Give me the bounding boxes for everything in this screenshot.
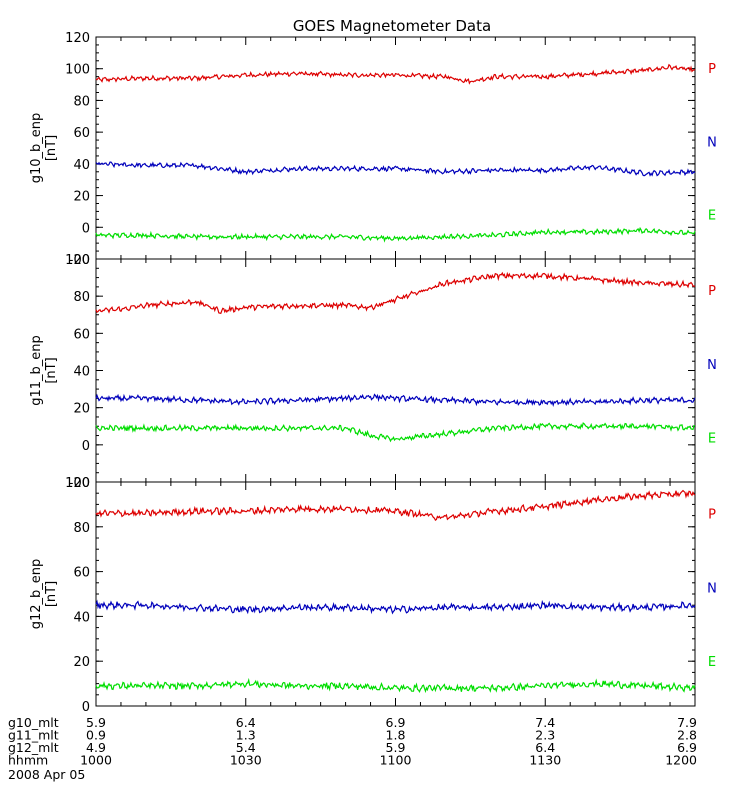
- y-tick-label: 100: [65, 63, 90, 78]
- series-E-line: [95, 422, 696, 443]
- y-tick-label: 80: [73, 94, 90, 109]
- y-tick-label: 20: [73, 655, 90, 670]
- x-row-value: 6.9: [386, 715, 406, 730]
- x-row-value: 1030: [230, 753, 262, 768]
- y-tick-label: -20: [69, 253, 90, 268]
- legend-P: P: [708, 507, 716, 522]
- legend-N: N: [707, 581, 717, 596]
- series-E-line: [95, 226, 696, 243]
- x-row-value: 5.9: [86, 715, 106, 730]
- x-row-value: 1.3: [236, 728, 256, 743]
- y-tick-label: 100: [65, 476, 90, 491]
- x-row-label-g11_mlt: g11_mlt: [8, 728, 59, 743]
- x-row-value: 0.9: [86, 728, 106, 743]
- x-row-value: 4.9: [86, 740, 106, 755]
- x-row-value: 1200: [665, 753, 697, 768]
- y-axis-label: g11_b_enp: [29, 335, 44, 406]
- series-N-line: [95, 599, 696, 615]
- x-row-value: 6.4: [236, 715, 256, 730]
- y-axis-unit: [nT]: [44, 357, 59, 383]
- y-tick-label: 40: [73, 158, 90, 173]
- x-row-value: 2.3: [535, 728, 555, 743]
- x-row-value: 6.4: [535, 740, 555, 755]
- series-P-line: [95, 489, 696, 521]
- y-tick-label: 40: [73, 610, 90, 625]
- panel-g12_b_enp: 0 20 40 60 80 100 g12_b_enp [nT] P N E: [29, 476, 717, 715]
- series-E-line: [95, 677, 696, 694]
- y-tick-label: 20: [73, 402, 90, 417]
- x-row-value: 1130: [529, 753, 561, 768]
- legend-N: N: [707, 135, 717, 150]
- x-row-value: 7.4: [535, 715, 555, 730]
- legend-E: E: [708, 655, 716, 670]
- y-axis-unit: [nT]: [44, 581, 59, 607]
- series-N-line: [95, 161, 696, 177]
- x-row-label-g12_mlt: g12_mlt: [8, 740, 59, 755]
- y-tick-label: 100: [65, 253, 90, 268]
- panel-frame: [95, 36, 696, 260]
- series-N-line: [95, 393, 696, 408]
- y-tick-label: 120: [65, 31, 90, 46]
- x-row-label-g10_mlt: g10_mlt: [8, 715, 59, 730]
- legend-E: E: [708, 431, 716, 446]
- x-row-value: 2.8: [677, 728, 697, 743]
- legend-N: N: [707, 358, 717, 373]
- x-row-value: 5.4: [236, 740, 256, 755]
- y-tick-label: -20: [69, 476, 90, 491]
- legend-P: P: [708, 62, 716, 77]
- panel-g11_b_enp: -20 0 20 40 60 80 100 g11_b_enp [nT] P N E: [29, 253, 717, 491]
- x-row-label-hhmm: hhmm: [8, 753, 48, 768]
- y-tick-label: 80: [73, 521, 90, 536]
- x-row-value: 1000: [80, 753, 112, 768]
- legend-E: E: [708, 209, 716, 224]
- panel-g10_b_enp: -20 0 20 40 60 80 100 120 g10_b_enp [nT] P N E: [29, 31, 717, 268]
- x-row-value: 1.8: [386, 728, 406, 743]
- y-tick-label: 0: [82, 221, 90, 236]
- y-axis-label: g12_b_enp: [29, 559, 44, 630]
- y-tick-label: 20: [73, 190, 90, 205]
- x-row-value: 6.9: [677, 740, 697, 755]
- x-row-value: 7.9: [677, 715, 697, 730]
- panel-frame: [95, 258, 696, 483]
- chart-title: GOES Magnetometer Data: [293, 17, 491, 35]
- y-tick-label: 80: [73, 290, 90, 305]
- legend-P: P: [708, 284, 716, 299]
- y-tick-label: 0: [82, 439, 90, 454]
- y-tick-label: 60: [73, 327, 90, 342]
- x-axis-date: 2008 Apr 05: [8, 767, 85, 782]
- y-tick-label: 60: [73, 126, 90, 141]
- series-P-line: [95, 271, 696, 315]
- y-tick-label: 60: [73, 566, 90, 581]
- series-P-line: [95, 63, 696, 85]
- y-axis-label: g10_b_enp: [29, 113, 44, 184]
- y-axis-unit: [nT]: [44, 135, 59, 161]
- y-tick-label: 40: [73, 365, 90, 380]
- x-row-value: 1100: [380, 753, 412, 768]
- x-row-value: 5.9: [386, 740, 406, 755]
- panel-frame: [95, 481, 696, 707]
- y-tick-label: 0: [82, 700, 90, 715]
